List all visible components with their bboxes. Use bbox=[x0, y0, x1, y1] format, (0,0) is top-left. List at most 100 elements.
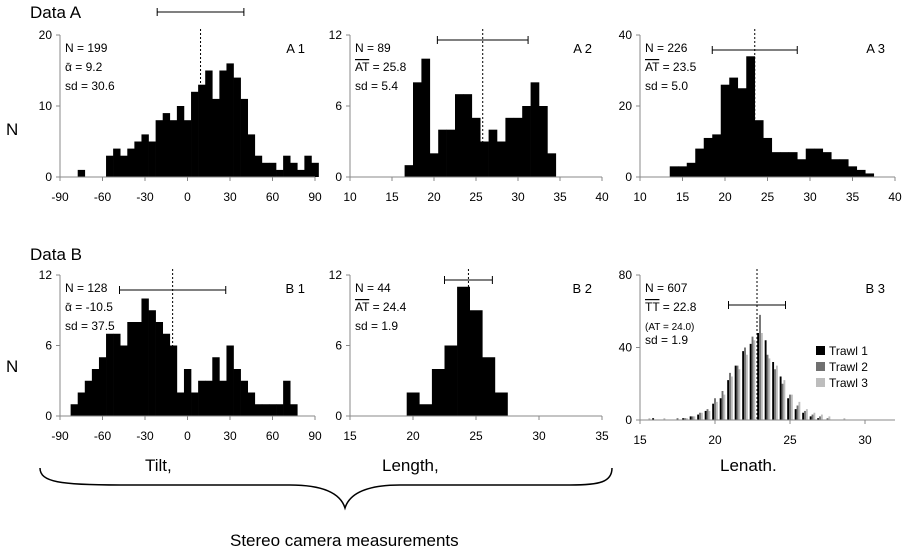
stat-text: AT = 23.5 bbox=[645, 60, 697, 74]
bar bbox=[764, 340, 767, 420]
bar bbox=[471, 117, 481, 177]
stat-text: TT = 22.8 bbox=[645, 300, 697, 314]
x-tick-label: -90 bbox=[51, 190, 69, 204]
bar bbox=[811, 414, 814, 420]
x-tick-label: 20 bbox=[406, 429, 420, 443]
bottom-label-tilt: Tilt, bbox=[145, 456, 172, 475]
bar bbox=[176, 106, 185, 177]
stat-name: sd bbox=[355, 79, 368, 93]
stat-name: sd bbox=[65, 319, 78, 333]
bar bbox=[768, 358, 771, 420]
bar bbox=[77, 392, 86, 416]
stat-name: AT bbox=[355, 300, 370, 314]
stat-name: N bbox=[65, 281, 74, 295]
x-tick-label: 15 bbox=[385, 190, 399, 204]
bar bbox=[699, 412, 701, 420]
x-tick-label: 30 bbox=[803, 190, 817, 204]
bar bbox=[676, 418, 679, 420]
bar bbox=[788, 152, 798, 177]
bar bbox=[737, 88, 747, 177]
bar bbox=[712, 403, 715, 420]
bar bbox=[261, 162, 270, 177]
bar bbox=[817, 418, 820, 420]
bar bbox=[820, 414, 823, 420]
bar bbox=[691, 416, 694, 420]
stat-value: = 25.8 bbox=[369, 60, 406, 74]
bar bbox=[744, 347, 746, 420]
bar bbox=[865, 173, 875, 177]
bar bbox=[226, 63, 234, 177]
bar bbox=[155, 120, 164, 177]
bar bbox=[746, 56, 756, 177]
stat-text: sd = 5.0 bbox=[645, 79, 688, 93]
bar bbox=[734, 365, 737, 420]
stat-text: sd = 1.9 bbox=[355, 319, 398, 333]
bar bbox=[494, 392, 508, 416]
bar bbox=[176, 392, 185, 416]
legend-label: Trawl 3 bbox=[829, 376, 868, 390]
bar bbox=[797, 159, 807, 177]
bar bbox=[240, 98, 249, 177]
stat-name: sd bbox=[645, 79, 658, 93]
stat-name: TT bbox=[645, 300, 660, 314]
bar bbox=[745, 354, 748, 420]
bar bbox=[648, 418, 651, 420]
bar bbox=[106, 333, 114, 416]
x-tick-label: -90 bbox=[51, 429, 69, 443]
bar bbox=[155, 322, 164, 416]
y-tick-label: 12 bbox=[329, 28, 343, 42]
bar bbox=[828, 416, 831, 420]
bar bbox=[162, 113, 171, 177]
bar bbox=[652, 418, 655, 420]
bar bbox=[113, 333, 121, 416]
bar bbox=[819, 416, 821, 420]
bar bbox=[304, 155, 312, 177]
bar bbox=[283, 155, 291, 177]
bar bbox=[798, 401, 801, 420]
stat-value: = 199 bbox=[74, 41, 108, 55]
bar bbox=[431, 369, 445, 416]
bar bbox=[831, 159, 841, 177]
bar bbox=[703, 137, 713, 177]
bar bbox=[723, 394, 726, 420]
bar bbox=[843, 418, 846, 420]
stat-value: = 128 bbox=[74, 281, 108, 295]
stat-text: sd = 1.9 bbox=[645, 333, 688, 347]
bar bbox=[419, 404, 433, 416]
bar bbox=[297, 169, 305, 177]
bar bbox=[127, 322, 135, 416]
x-tick-label: 25 bbox=[469, 190, 483, 204]
stat-name: sd bbox=[645, 333, 658, 347]
bar bbox=[759, 314, 761, 420]
bar bbox=[754, 120, 764, 177]
stat-text: N = 44 bbox=[355, 281, 391, 295]
bar bbox=[276, 404, 284, 416]
stat-text: N = 199 bbox=[65, 41, 108, 55]
bar bbox=[757, 333, 760, 420]
stat-value: = 9.2 bbox=[72, 60, 103, 74]
bar bbox=[488, 129, 498, 177]
stat-value: = 30.6 bbox=[78, 79, 115, 93]
x-tick-label: 30 bbox=[532, 429, 546, 443]
legend-swatch bbox=[816, 378, 825, 387]
brace bbox=[39, 467, 613, 511]
x-tick-label: 25 bbox=[761, 190, 775, 204]
bar bbox=[421, 58, 431, 177]
y-tick-label: 6 bbox=[45, 339, 52, 353]
bar bbox=[404, 165, 414, 177]
bar bbox=[247, 392, 256, 416]
y-tick-label: 20 bbox=[39, 28, 53, 42]
x-tick-label: 60 bbox=[266, 190, 280, 204]
bar bbox=[212, 98, 220, 177]
bar bbox=[730, 376, 733, 420]
bar bbox=[446, 129, 456, 177]
stat-value: = 5.4 bbox=[368, 79, 399, 93]
bar bbox=[311, 162, 319, 177]
bar bbox=[413, 82, 422, 177]
x-tick-label: 25 bbox=[783, 433, 797, 447]
bar bbox=[198, 84, 206, 177]
stat-value: = 226 bbox=[654, 41, 688, 55]
x-tick-label: 90 bbox=[308, 190, 322, 204]
stat-name: AT bbox=[645, 60, 660, 74]
